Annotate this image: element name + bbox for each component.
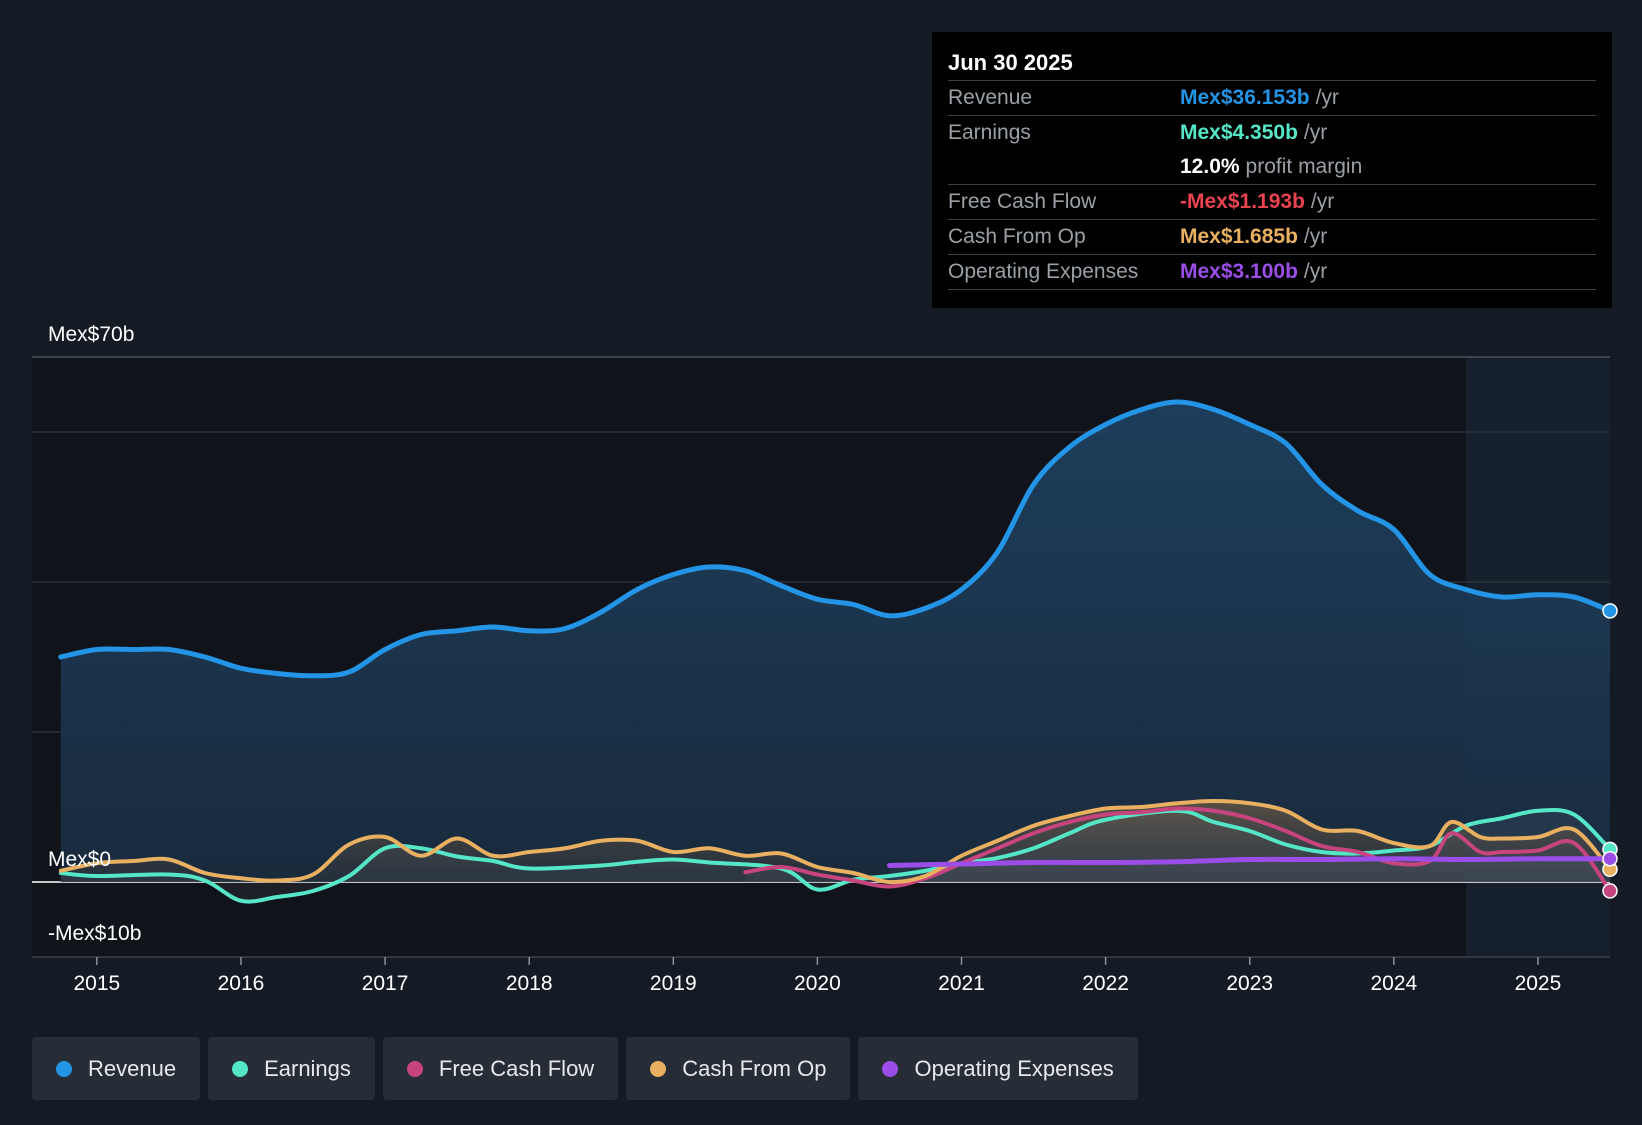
- tooltip-unit: profit margin: [1245, 155, 1363, 178]
- x-tick-label: 2018: [506, 972, 553, 995]
- x-tick-label: 2021: [938, 972, 985, 995]
- y-label-bottom: -Mex$10b: [48, 922, 141, 945]
- tooltip-row-margin: 12.0% profit margin: [948, 150, 1596, 185]
- legend-item-operating-expenses[interactable]: Operating Expenses: [858, 1037, 1138, 1100]
- operating-expenses-dot-icon: [882, 1060, 899, 1077]
- tooltip-row-fcf: Free Cash Flow -Mex$1.193b /yr: [948, 185, 1596, 220]
- tooltip-date: Jun 30 2025: [948, 46, 1596, 81]
- x-tick-label: 2025: [1515, 972, 1562, 995]
- cash-from-op-dot-icon: [650, 1060, 667, 1077]
- legend-item-cash-from-op[interactable]: Cash From Op: [626, 1037, 851, 1100]
- operating-expenses-line: [886, 856, 1613, 868]
- tooltip-value: Mex$4.350b: [1180, 121, 1298, 144]
- tooltip-panel: Jun 30 2025 Revenue Mex$36.153b /yr Earn…: [932, 32, 1612, 308]
- legend-item-free-cash-flow[interactable]: Free Cash Flow: [382, 1037, 619, 1100]
- tooltip-label: Free Cash Flow: [948, 190, 1097, 213]
- cash-from-op-line: [58, 799, 1612, 885]
- x-tick-label: 2020: [794, 972, 841, 995]
- x-tick-label: 2023: [1226, 972, 1273, 995]
- tooltip-value: 12.0%: [1180, 155, 1240, 178]
- revenue-area: [60, 402, 1611, 882]
- tooltip-unit: /yr: [1303, 121, 1328, 144]
- tooltip-label: Revenue: [948, 86, 1033, 109]
- legend-label: Operating Expenses: [914, 1055, 1114, 1081]
- revenue-dot-icon: [56, 1060, 72, 1077]
- x-tick-label: 2019: [650, 972, 697, 995]
- tooltip-row-opex: Operating Expenses Mex$3.100b /yr: [948, 255, 1596, 290]
- x-tick-label: 2024: [1370, 972, 1417, 995]
- tooltip-label: Operating Expenses: [948, 260, 1139, 283]
- legend-label: Revenue: [88, 1055, 177, 1081]
- legend-label: Cash From Op: [682, 1055, 827, 1081]
- legend-label: Earnings: [264, 1055, 351, 1081]
- legend-label: Free Cash Flow: [438, 1055, 595, 1081]
- tooltip-label: Cash From Op: [948, 225, 1086, 248]
- tooltip-label: [948, 150, 1180, 184]
- tooltip-unit: /yr: [1315, 86, 1339, 109]
- tooltip-value: Mex$1.685b: [1180, 225, 1298, 248]
- x-tick-label: 2022: [1082, 972, 1129, 995]
- tooltip-row-revenue: Revenue Mex$36.153b /yr: [948, 81, 1596, 116]
- operating-expenses-end-dot: [1602, 851, 1618, 867]
- free-cash-flow-dot-icon: [406, 1060, 423, 1077]
- x-tick-label: 2016: [218, 972, 265, 995]
- free-cash-flow-line: [743, 806, 1612, 893]
- x-tick-label: 2017: [362, 972, 409, 995]
- legend-item-earnings[interactable]: Earnings: [208, 1037, 375, 1100]
- tooltip-value: Mex$3.100b: [1180, 260, 1298, 283]
- tooltip-value: Mex$36.153b: [1180, 86, 1310, 109]
- revenue-end-dot: [1602, 603, 1618, 619]
- tooltip-row-cfo: Cash From Op Mex$1.685b /yr: [948, 220, 1596, 255]
- earnings-dot-icon: [232, 1060, 249, 1077]
- tooltip-label: Earnings: [948, 121, 1031, 144]
- revenue-line: [58, 399, 1613, 679]
- legend-item-revenue[interactable]: Revenue: [32, 1037, 201, 1100]
- legend: Revenue Earnings Free Cash Flow Cash Fro…: [32, 1037, 1138, 1100]
- x-tick-label: 2015: [73, 972, 120, 995]
- free-cash-flow-end-dot: [1602, 883, 1618, 899]
- tooltip-unit: /yr: [1303, 260, 1328, 283]
- y-label-zero: Mex$0: [48, 848, 111, 871]
- tooltip-value: -Mex$1.193b: [1180, 190, 1305, 213]
- tooltip-unit: /yr: [1303, 225, 1328, 248]
- tooltip-unit: /yr: [1310, 190, 1335, 213]
- y-label-top: Mex$70b: [48, 323, 134, 346]
- tooltip-row-earnings: Earnings Mex$4.350b /yr: [948, 116, 1596, 150]
